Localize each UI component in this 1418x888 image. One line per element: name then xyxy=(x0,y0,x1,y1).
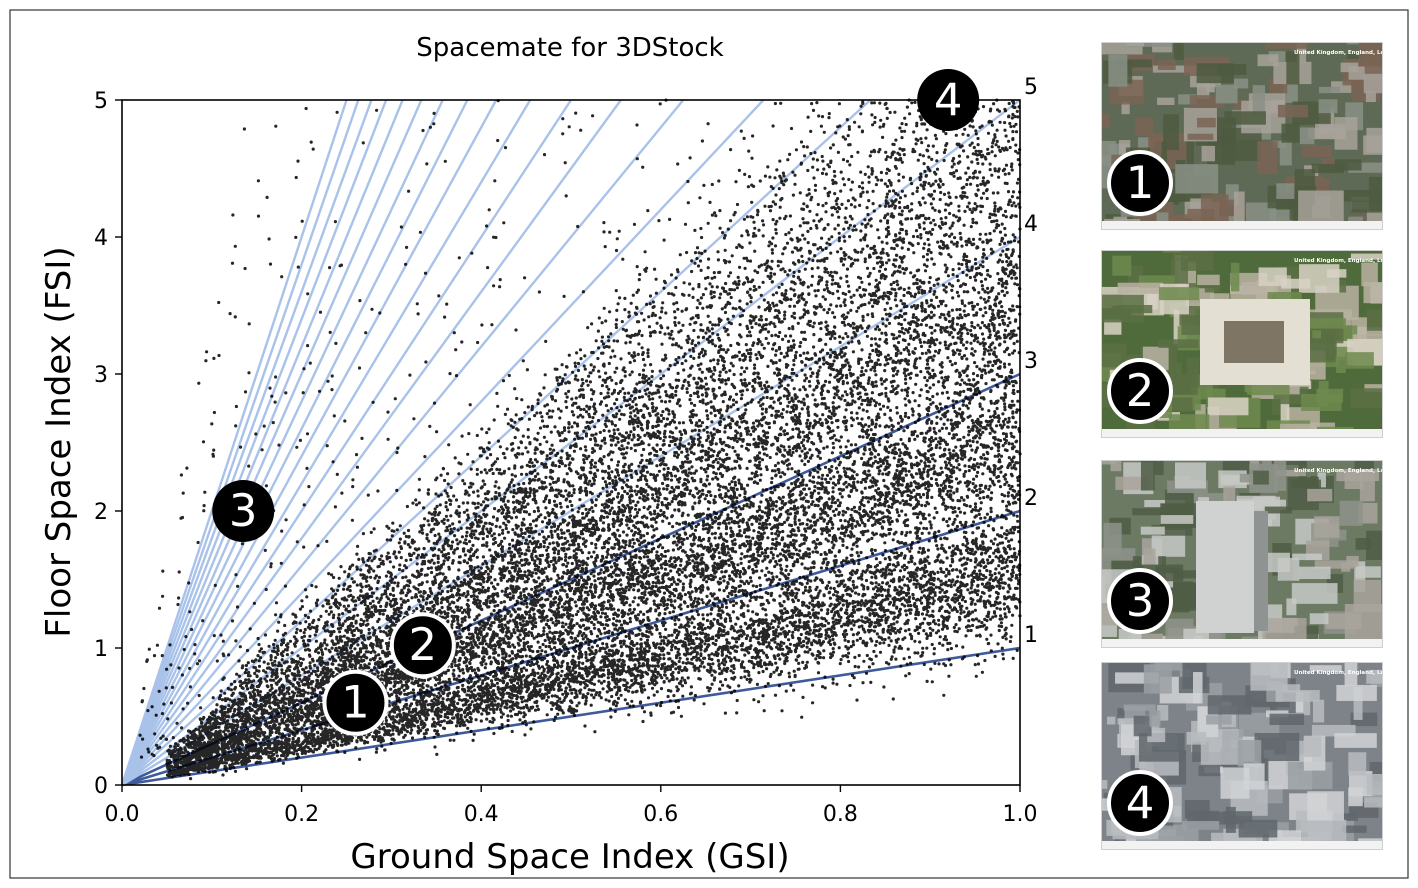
photo-marker-3: 3 xyxy=(1107,568,1173,634)
aerial-photo-image: United Kingdom, England, London, EC1 4 xyxy=(1102,663,1382,849)
storey-line-12 xyxy=(120,99,498,786)
aerial-photo-image: United Kingdom, England, London 3 xyxy=(1102,461,1382,647)
photo-marker-2: 2 xyxy=(1107,358,1173,424)
storey-line-label: 5 xyxy=(1024,75,1038,100)
photo-location-caption: United Kingdom, England, London, EC1 xyxy=(1294,670,1382,676)
y-tick-label: 3 xyxy=(94,363,108,388)
aerial-photo-image: United Kingdom, England, London, NW6 1 xyxy=(1102,43,1382,229)
plot-area-frame xyxy=(121,99,1021,786)
x-tick-label: 0.2 xyxy=(284,802,319,827)
photo-location-caption: United Kingdom, England, London xyxy=(1294,468,1382,474)
storey-line-label: 1 xyxy=(1024,623,1038,648)
storey-line-7 xyxy=(121,99,765,786)
photo-location-caption: United Kingdom, England, London, NW3 xyxy=(1294,258,1382,264)
storey-line-2 xyxy=(121,509,1021,787)
y-tick-label: 5 xyxy=(94,89,108,114)
photo-location-caption: United Kingdom, England, London, NW6 xyxy=(1294,50,1382,56)
svg-text:2: 2 xyxy=(409,618,438,671)
aerial-photo-2: United Kingdom, England, London, NW3 2 xyxy=(1101,250,1383,438)
y-tick-label: 1 xyxy=(94,637,108,662)
x-tick-label: 1.0 xyxy=(1003,802,1038,827)
aerial-photo-3: United Kingdom, England, London 3 xyxy=(1101,460,1383,648)
y-tick-label: 4 xyxy=(94,226,108,251)
cluster-markers: 12 3 4 xyxy=(212,69,980,736)
storey-line-20 xyxy=(120,99,348,786)
x-tick-label: 0.8 xyxy=(823,802,858,827)
svg-text:1: 1 xyxy=(1126,156,1155,209)
storey-line-18 xyxy=(120,99,373,786)
storey-line-11 xyxy=(120,99,532,786)
y-tick-label: 0 xyxy=(94,774,108,799)
storey-line-14 xyxy=(120,99,444,786)
storey-line-8 xyxy=(121,99,685,786)
svg-text:4: 4 xyxy=(1126,776,1155,829)
aerial-photo-1: United Kingdom, England, London, NW6 1 xyxy=(1101,42,1383,230)
svg-text:2: 2 xyxy=(1126,364,1155,417)
x-tick-label: 0.6 xyxy=(643,802,678,827)
storey-lines xyxy=(120,99,1021,787)
storey-line-10 xyxy=(120,99,573,786)
scatter-points xyxy=(138,98,1022,781)
storey-line-19 xyxy=(120,99,360,786)
storey-line-15 xyxy=(120,99,423,786)
y-tick-label: 2 xyxy=(94,500,108,525)
cluster-marker-4: 4 xyxy=(917,69,980,131)
storey-line-label: 3 xyxy=(1024,349,1038,374)
x-axis-label: Ground Space Index (GSI) xyxy=(350,837,789,877)
x-tick-label: 0.0 xyxy=(105,802,140,827)
photo-marker-4: 4 xyxy=(1107,770,1173,836)
svg-text:1: 1 xyxy=(341,676,370,729)
cluster-marker-2: 2 xyxy=(389,612,456,679)
storey-line-label: 4 xyxy=(1024,212,1038,237)
cluster-marker-3: 3 xyxy=(212,480,275,542)
aerial-photo-4: United Kingdom, England, London, EC1 4 xyxy=(1101,662,1383,850)
svg-text:4: 4 xyxy=(934,73,963,126)
chart-title: Spacemate for 3DStock xyxy=(416,33,723,63)
storey-line-9 xyxy=(121,99,622,786)
storey-line-label: 2 xyxy=(1024,486,1038,511)
scatter-point-cloud xyxy=(138,98,1022,781)
aerial-photo-image: United Kingdom, England, London, NW3 2 xyxy=(1102,251,1382,437)
y-axis-label: Floor Space Index (FSI) xyxy=(39,246,79,637)
svg-text:3: 3 xyxy=(1126,574,1155,627)
storey-line-13 xyxy=(120,99,469,786)
storey-line-17 xyxy=(120,99,388,786)
outer-border xyxy=(9,9,1409,879)
photo-marker-1: 1 xyxy=(1107,150,1173,216)
x-tick-label: 0.4 xyxy=(464,802,499,827)
storey-line-16 xyxy=(120,99,404,786)
cluster-marker-1: 1 xyxy=(322,669,389,736)
svg-text:3: 3 xyxy=(229,484,258,537)
